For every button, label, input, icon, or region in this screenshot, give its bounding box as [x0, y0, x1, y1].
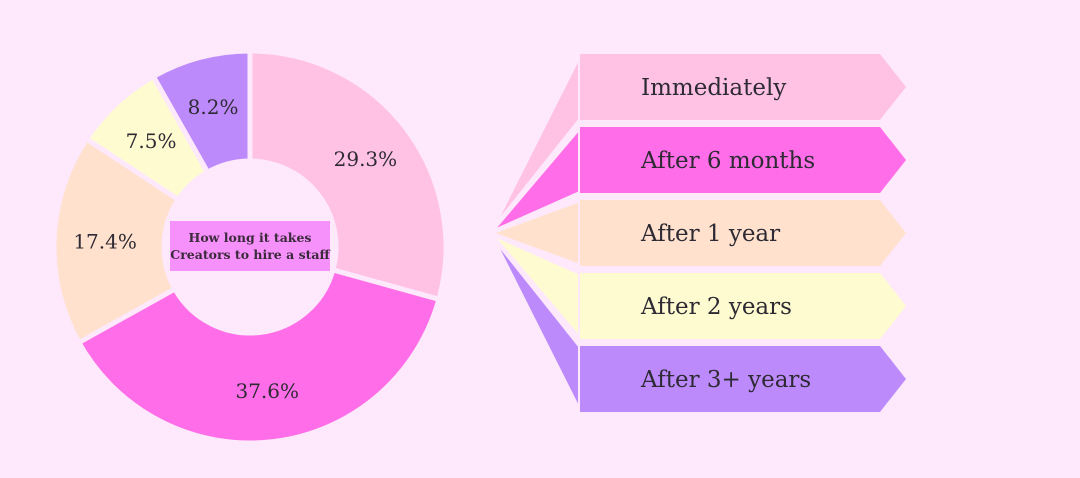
slice-label-after-3-years: 8.2%: [188, 95, 239, 119]
slice-label-after-6-months: 37.6%: [235, 379, 299, 403]
legend-item-after-1-year: [580, 200, 906, 266]
legend: Immediately After 6 months After 1 year Aft…: [488, 52, 906, 414]
donut-slices: [51, 48, 449, 446]
center-label-line-1: How long it takes: [189, 230, 312, 245]
center-label-box: How long it takes Creators to hire a sta…: [170, 221, 330, 271]
center-label-background: [170, 221, 330, 271]
legend-item-after-2-years: [580, 273, 906, 339]
legend-item-after-6-months: [580, 127, 906, 193]
legend-item-immediately: [580, 54, 906, 120]
center-label-line-2: Creators to hire a staff: [170, 247, 330, 262]
legend-label-after-2-years: After 2 years: [640, 294, 792, 320]
slice-immediately: [247, 48, 449, 302]
legend-label-after-6-months: After 6 months: [640, 148, 815, 174]
legend-label-after-1-year: After 1 year: [640, 221, 780, 247]
slice-after-6-months: [76, 267, 442, 446]
slice-after-3-years: [150, 48, 253, 175]
slice-label-after-1-year: 17.4%: [73, 230, 137, 254]
legend-label-after-3-years: After 3+ years: [640, 367, 811, 393]
legend-item-after-3-years: [580, 346, 906, 412]
slice-label-after-2-years: 7.5%: [126, 129, 177, 153]
slice-value-labels: 29.3% 37.6% 17.4% 7.5% 8.2%: [73, 95, 397, 403]
slice-label-immediately: 29.3%: [334, 147, 398, 171]
slice-after-1-year: [51, 136, 181, 346]
legend-label-immediately: Immediately: [641, 75, 786, 101]
